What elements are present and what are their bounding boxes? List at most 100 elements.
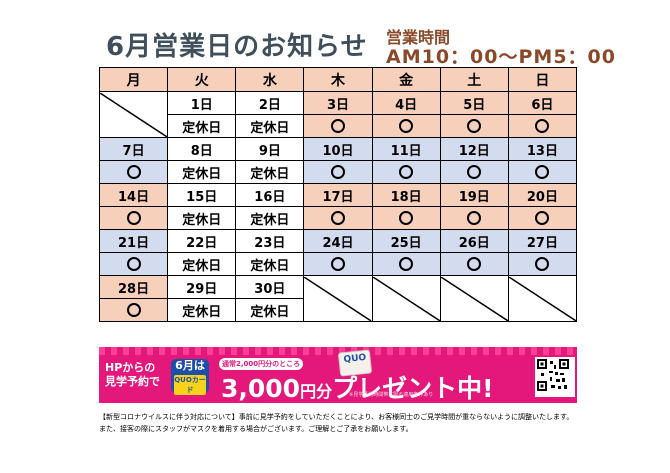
- regular-amount-notice: 通常2,000円分のところ: [219, 358, 304, 370]
- empty-day-cell: [439, 275, 509, 322]
- open-day-mark: [371, 206, 441, 230]
- weekday-tue: 火: [167, 67, 237, 92]
- closed-day-label: 定休日: [235, 160, 305, 184]
- month-badge: 6月は QUOカード: [171, 359, 209, 395]
- open-day-mark: [371, 114, 441, 138]
- present-headline: 3,000円分プレゼント中!: [221, 369, 494, 403]
- banner-stripe: [99, 347, 577, 355]
- campaign-fineprint: ※見学予約時間帯に限る適用条件あり: [349, 392, 434, 398]
- closed-day-label: 定休日: [235, 206, 305, 230]
- business-calendar: 月 火 水 木 金 土 日 1日 2日 3日 4日 5日 6日 定休日 定休日 7日 8日 9日 10…: [98, 67, 578, 322]
- date-cell: 18日: [371, 183, 441, 207]
- quo-card-campaign-banner: HPからの 見学予約で 6月は QUOカード 通常2,000円分のところ QUO…: [99, 347, 577, 403]
- date-cell: 25日: [371, 229, 441, 253]
- date-cell: 1日: [167, 91, 237, 115]
- hp-reservation-text: HPからの 見学予約で: [105, 361, 160, 389]
- weekday-header-row: 月 火 水 木 金 土 日: [98, 67, 578, 92]
- covid-notice: 【新型コロナウイルスに伴う対応について】事前に見学予約をしていただくことにより、…: [99, 411, 599, 435]
- open-day-mark: [507, 114, 578, 138]
- month-badge-label: 6月は: [175, 359, 205, 372]
- open-circle-icon: [126, 257, 141, 271]
- date-cell: 7日: [98, 137, 169, 161]
- business-hours-label: 営業時間: [386, 28, 451, 47]
- weekday-mon: 月: [98, 67, 169, 92]
- open-circle-icon: [399, 211, 414, 225]
- open-circle-icon: [535, 257, 550, 271]
- open-circle-icon: [126, 303, 141, 317]
- date-cell: 26日: [439, 229, 509, 253]
- covid-notice-line1: 【新型コロナウイルスに伴う対応について】事前に見学予約をしていただくことにより、…: [99, 413, 574, 421]
- status-row: 定休日 定休日: [98, 206, 578, 230]
- date-cell: 16日: [235, 183, 305, 207]
- open-day-mark: [371, 160, 441, 184]
- date-cell: 6日: [507, 91, 578, 115]
- open-day-mark: [439, 160, 509, 184]
- date-row: 1日 2日 3日 4日 5日 6日: [98, 91, 578, 138]
- closed-day-label: 定休日: [235, 114, 305, 138]
- open-day-mark: [439, 114, 509, 138]
- date-cell: 27日: [507, 229, 578, 253]
- closed-day-label: 定休日: [167, 206, 237, 230]
- weekday-thu: 木: [303, 67, 373, 92]
- open-day-mark: [507, 206, 578, 230]
- open-circle-icon: [126, 165, 141, 179]
- open-circle-icon: [399, 257, 414, 271]
- open-day-mark: [98, 252, 169, 276]
- open-circle-icon: [399, 119, 414, 133]
- open-day-mark: [507, 160, 578, 184]
- page-title: 6月営業日のお知らせ: [106, 32, 368, 62]
- closed-day-label: 定休日: [167, 114, 237, 138]
- date-cell: 21日: [98, 229, 169, 253]
- weekday-fri: 金: [371, 67, 441, 92]
- date-cell: 30日: [235, 275, 305, 299]
- date-cell: 13日: [507, 137, 578, 161]
- date-cell: 4日: [371, 91, 441, 115]
- present-unit: 円分: [300, 382, 333, 401]
- open-circle-icon: [126, 211, 141, 225]
- open-day-mark: [507, 252, 578, 276]
- open-circle-icon: [535, 119, 550, 133]
- status-row: 定休日 定休日: [98, 252, 578, 276]
- date-cell: 15日: [167, 183, 237, 207]
- open-circle-icon: [330, 211, 345, 225]
- quo-card-label: QUOカード: [174, 375, 206, 395]
- date-cell: 22日: [167, 229, 237, 253]
- open-day-mark: [98, 206, 169, 230]
- hp-line2: 見学予約で: [105, 375, 160, 388]
- open-circle-icon: [330, 165, 345, 179]
- open-day-mark: [98, 160, 169, 184]
- open-circle-icon: [467, 257, 482, 271]
- qr-code-icon[interactable]: [535, 357, 575, 397]
- business-hours-time: AM10：00～PM5：00: [386, 46, 616, 68]
- closed-day-label: 定休日: [235, 252, 305, 276]
- empty-day-cell: [507, 275, 578, 322]
- date-cell: 8日: [167, 137, 237, 161]
- date-cell: 9日: [235, 137, 305, 161]
- date-cell: 20日: [507, 183, 578, 207]
- open-circle-icon: [467, 119, 482, 133]
- open-circle-icon: [330, 257, 345, 271]
- empty-day-cell: [98, 91, 169, 138]
- calendar-body: 1日 2日 3日 4日 5日 6日 定休日 定休日 7日 8日 9日 10日 11日 12日 13日 定休日定…: [98, 91, 578, 322]
- open-circle-icon: [535, 211, 550, 225]
- open-day-mark: [439, 206, 509, 230]
- date-row: 21日 22日 23日 24日 25日 26日 27日: [98, 229, 578, 253]
- date-cell: 12日: [439, 137, 509, 161]
- hp-line1: HPからの: [105, 361, 156, 374]
- weekday-sat: 土: [439, 67, 509, 92]
- open-day-mark: [303, 206, 373, 230]
- date-cell: 11日: [371, 137, 441, 161]
- quo-logo-text: QUO: [343, 352, 367, 366]
- date-cell: 3日: [303, 91, 373, 115]
- open-circle-icon: [399, 165, 414, 179]
- date-cell: 19日: [439, 183, 509, 207]
- date-cell: 29日: [167, 275, 237, 299]
- open-day-mark: [303, 114, 373, 138]
- closed-day-label: 定休日: [167, 160, 237, 184]
- empty-day-cell: [303, 275, 373, 322]
- open-circle-icon: [467, 211, 482, 225]
- open-day-mark: [439, 252, 509, 276]
- date-cell: 24日: [303, 229, 373, 253]
- open-day-mark: [371, 252, 441, 276]
- date-row: 28日 29日 30日: [98, 275, 578, 322]
